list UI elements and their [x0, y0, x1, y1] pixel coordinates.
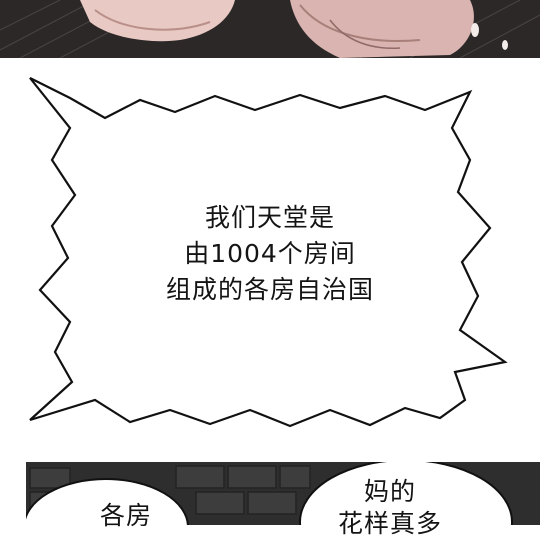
left-oval-text: 各房 [86, 500, 166, 532]
right-oval-line-1: 妈的 [320, 476, 460, 508]
speech-line-2: 由1004个房间 [120, 236, 420, 272]
speech-line-1: 我们天堂是 [120, 200, 420, 236]
right-oval-text: 妈的 花样真多 [320, 476, 460, 540]
speech-bubble-text: 我们天堂是 由1004个房间 组成的各房自治国 [120, 200, 420, 308]
left-oval-line-1: 各房 [86, 500, 166, 532]
right-oval-line-2: 花样真多 [320, 508, 460, 540]
speech-line-3: 组成的各房自治国 [120, 272, 420, 308]
